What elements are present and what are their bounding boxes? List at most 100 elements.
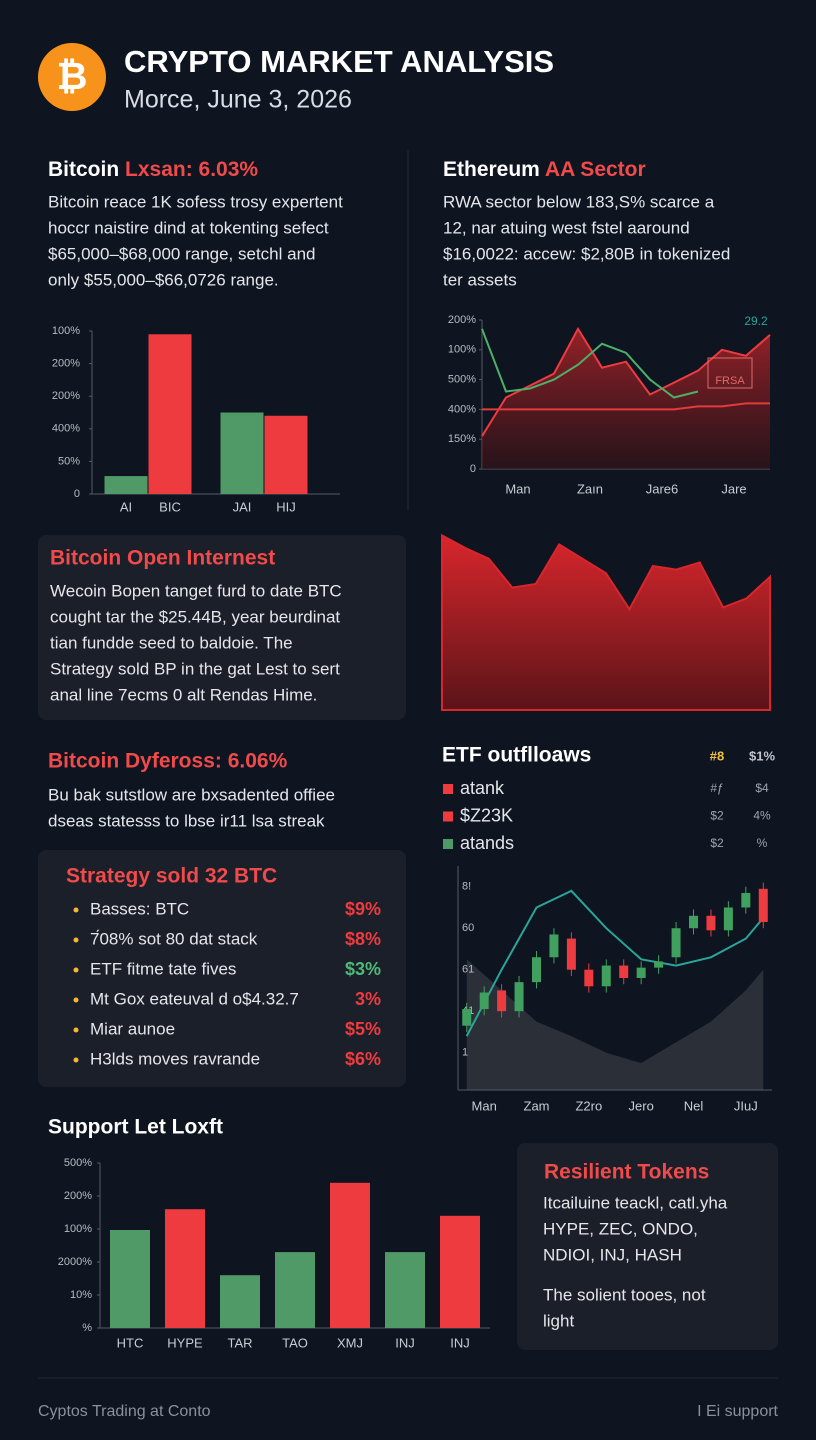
legend-value: $2 bbox=[710, 809, 724, 823]
bullet bbox=[73, 937, 79, 943]
y-tick-label: 0 bbox=[470, 463, 476, 475]
body-line: HYPE, ZEC, ONDO, bbox=[543, 1219, 698, 1238]
line bbox=[482, 402, 770, 411]
candle-body bbox=[689, 915, 698, 929]
legend-label: $Z23K bbox=[460, 805, 513, 825]
x-tick-label: Jare6 bbox=[646, 481, 679, 496]
body-line: Strategy sold BP in the gat Lest to sert bbox=[50, 659, 340, 678]
legend-value: #ƒ bbox=[710, 781, 723, 795]
body-line: $16,0022: accew: $2,80B in tokenized bbox=[443, 244, 730, 263]
list-value: $8% bbox=[345, 929, 381, 949]
y-tick-label: 500% bbox=[448, 374, 476, 386]
annotation-box bbox=[707, 357, 753, 389]
list-value: $5% bbox=[345, 1019, 381, 1039]
y-tick-label: 10% bbox=[70, 1289, 92, 1301]
candle-body bbox=[462, 1009, 472, 1026]
candle-body bbox=[532, 957, 541, 983]
x-tick-label: HIJ bbox=[276, 499, 296, 514]
candle-body bbox=[479, 992, 489, 1010]
card bbox=[38, 850, 406, 1087]
candle-body bbox=[514, 982, 524, 1012]
bar bbox=[220, 412, 264, 494]
list-item: ETF fitme tate fives bbox=[90, 959, 236, 978]
shade-area bbox=[466, 959, 764, 1090]
x-tick-label: Man bbox=[505, 481, 530, 496]
body-line: dseas statesss to lbse ir11 lsa streak bbox=[48, 811, 325, 830]
bar bbox=[148, 334, 192, 494]
y-tick-label: 2000% bbox=[58, 1256, 92, 1268]
x-tick-label: JAI bbox=[233, 499, 252, 514]
x-tick-label: AI bbox=[120, 499, 132, 514]
body-line: Bitcoin reace 1K sofess trosy expertent bbox=[48, 192, 343, 211]
bullet bbox=[73, 907, 79, 913]
list-item: Basses: BTC bbox=[90, 899, 189, 918]
body-line: ter assets bbox=[443, 270, 517, 289]
y-tick-label: 100% bbox=[52, 325, 80, 337]
bar bbox=[264, 415, 308, 494]
area bbox=[482, 328, 770, 469]
body-line: only $55,000–$66,0726 range. bbox=[48, 270, 279, 289]
candle-body bbox=[636, 967, 646, 978]
list-value: 3% bbox=[355, 989, 381, 1009]
trend-line bbox=[465, 889, 765, 1037]
legend-value: % bbox=[757, 836, 768, 850]
chart-title: ETF outflloaws bbox=[442, 744, 591, 767]
x-tick-label: Man bbox=[472, 1098, 497, 1113]
x-tick-label: Zam bbox=[524, 1098, 550, 1113]
legend-header: $1% bbox=[749, 748, 775, 763]
x-tick-label: Jero bbox=[629, 1098, 654, 1113]
body-line: $65,000–$68,000 range, setchl and bbox=[48, 244, 316, 263]
title: CRYPTO MARKET ANALYSIS bbox=[124, 44, 554, 79]
candle-body bbox=[497, 990, 507, 1012]
section-heading: Bitcoin Lxsan: 6.03% bbox=[48, 158, 258, 181]
bar bbox=[110, 1229, 150, 1328]
body-line: tian fundde seed to baldoie. The bbox=[50, 633, 293, 652]
y-tick-label: 200% bbox=[448, 314, 476, 326]
candle-body bbox=[671, 928, 681, 958]
bar bbox=[275, 1252, 315, 1328]
x-tick-label: Jare bbox=[721, 481, 746, 496]
icon-symbol: ₿ bbox=[57, 56, 88, 98]
bitcoin-icon bbox=[38, 43, 106, 111]
x-tick-label: JIuJ bbox=[734, 1098, 758, 1113]
section-heading: Bitcoin Dyfeross: 6.06% bbox=[48, 750, 288, 773]
y-tick-label: 400% bbox=[448, 403, 476, 415]
section-heading: Resilient Tokens bbox=[544, 1161, 709, 1184]
heading-lead: Bitcoin bbox=[48, 158, 119, 181]
candle-body bbox=[619, 965, 629, 978]
legend-label: atank bbox=[460, 778, 505, 798]
x-tick-label: TAO bbox=[282, 1335, 308, 1350]
bar bbox=[385, 1252, 425, 1328]
body-line: Itcailuine teackl, catl.yha bbox=[543, 1193, 728, 1212]
subtitle: Morce, June 3, 2026 bbox=[124, 86, 352, 114]
legend-value: $4 bbox=[755, 781, 769, 795]
annotation: FRSA bbox=[715, 375, 745, 387]
y-tick-label: 100% bbox=[448, 344, 476, 356]
body-line: Wecoin Bopen tanget furd to date BTC bbox=[50, 581, 342, 600]
y-tick-label: 200% bbox=[64, 1190, 92, 1202]
list-value: $3% bbox=[345, 959, 381, 979]
line bbox=[481, 326, 771, 437]
legend-label: atands bbox=[460, 833, 514, 853]
bullet bbox=[73, 997, 79, 1003]
list-item: Mt Gox eateuval d o$4.32.7 bbox=[90, 989, 299, 1008]
list-item: Miar aunoe bbox=[90, 1019, 175, 1038]
body-line: The solient tooes, not bbox=[543, 1285, 706, 1304]
area bbox=[441, 533, 771, 711]
annotation: 29.2 bbox=[744, 314, 768, 328]
section-heading: Support Let Loxft bbox=[48, 1116, 223, 1139]
body-line: 12, nar atuing west fstel aaround bbox=[443, 218, 690, 237]
x-tick-label: BIC bbox=[159, 499, 181, 514]
y-tick-label: 8! bbox=[462, 881, 471, 893]
card bbox=[38, 535, 406, 720]
candle-body bbox=[601, 965, 611, 987]
y-tick-label: 200% bbox=[52, 358, 80, 370]
legend-value: $2 bbox=[710, 836, 724, 850]
bullet bbox=[73, 967, 79, 973]
bar bbox=[104, 476, 148, 494]
body-line: NDIOI, INJ, HASH bbox=[543, 1245, 682, 1264]
bar bbox=[330, 1182, 370, 1328]
x-tick-label: INJ bbox=[395, 1335, 415, 1350]
bar bbox=[440, 1215, 480, 1328]
y-tick-label: 60 bbox=[462, 922, 474, 934]
